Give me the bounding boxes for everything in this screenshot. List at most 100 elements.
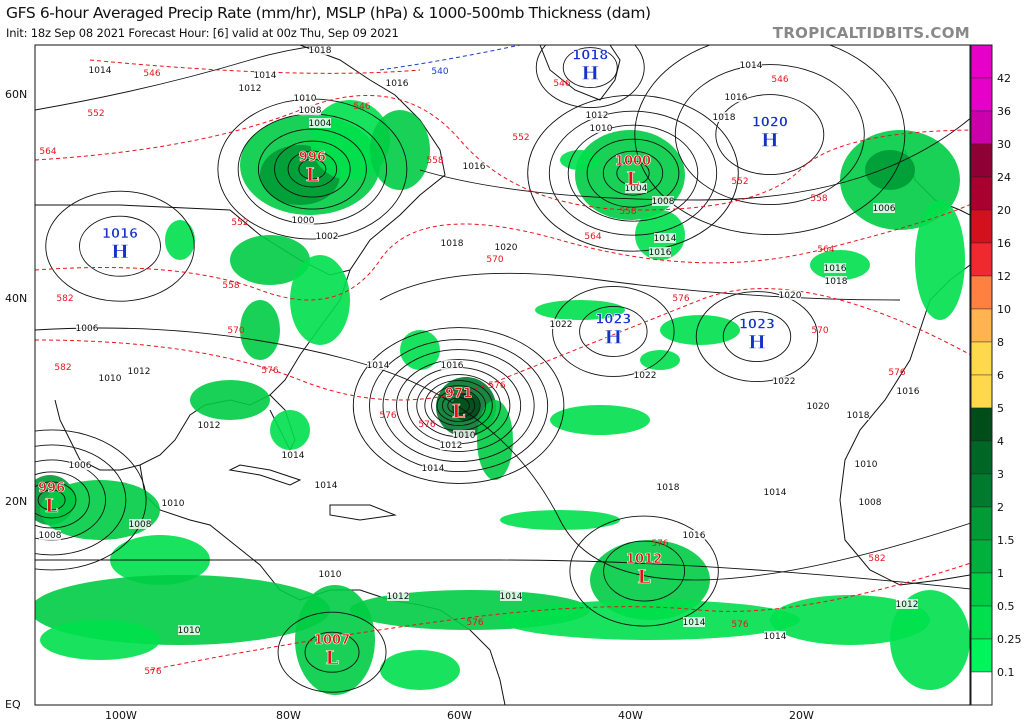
isobar-label: 1008 [652, 197, 675, 207]
isobar [441, 393, 476, 419]
isobar-label: 1008 [299, 106, 322, 116]
isobar-label: 1012 [128, 367, 151, 377]
isobar [35, 429, 147, 571]
isobar [257, 128, 367, 210]
colorbar-swatch [970, 374, 993, 409]
thickness-line [89, 59, 421, 74]
precip-area [660, 315, 740, 345]
thickness-label: 564 [39, 147, 56, 157]
low-pressure-marker: L [637, 566, 650, 588]
isobar [352, 327, 565, 485]
colorbar-swatch [970, 473, 993, 508]
precip-area [500, 600, 800, 640]
lon-label: 40W [618, 709, 643, 722]
thickness-label: 576 [379, 411, 396, 421]
colorbar-swatch [970, 308, 993, 343]
precip-area [560, 150, 600, 170]
colorbar-label: 30 [997, 138, 1011, 151]
thickness-label: 582 [868, 554, 885, 564]
colorbar-label: 8 [997, 336, 1004, 349]
isobars [35, 45, 970, 693]
precip-area [535, 300, 625, 320]
isobar-label: 1016 [463, 162, 486, 172]
precip-area [165, 220, 195, 260]
isobar-label: 1008 [859, 498, 882, 508]
precip-area [290, 255, 350, 345]
low-pressure-marker: L [325, 647, 338, 669]
isobar [715, 94, 825, 176]
isobar-label: 1022 [773, 377, 796, 387]
isobar-label: 1014 [500, 592, 523, 602]
isobar-label: 1010 [162, 499, 185, 509]
isobar-label: 1004 [625, 184, 648, 194]
isobar [396, 359, 522, 453]
thickness-label: 570 [227, 326, 244, 336]
isobar-label: 1002 [316, 232, 339, 242]
precip-area [770, 595, 930, 645]
isobar [552, 286, 675, 377]
isobar [304, 631, 360, 673]
thickness-label: 576 [418, 420, 435, 430]
isobar-label: 1012 [440, 441, 463, 451]
pressure-value: 996 [38, 481, 65, 496]
isobar [35, 559, 970, 590]
pressure-value: 1020 [752, 116, 788, 131]
isobar-label: 1018 [825, 277, 848, 287]
precip-area [915, 200, 965, 320]
isobar [274, 140, 351, 198]
isobar-label: 1006 [69, 461, 92, 471]
precip-area [590, 540, 710, 620]
isobar [379, 272, 901, 301]
map-title: GFS 6-hour Averaged Precip Rate (mm/hr),… [6, 4, 651, 22]
colorbar-label: 12 [997, 270, 1011, 283]
isobar-label: 1014 [422, 464, 445, 474]
high-pressure-marker: H [111, 241, 129, 263]
isobar-label: 1012 [239, 84, 262, 94]
precip-area [890, 590, 970, 690]
isobar [298, 158, 327, 180]
isobar-label: 1016 [683, 531, 706, 541]
low-pressure-marker: L [626, 168, 639, 190]
isobar-label: 1008 [129, 520, 152, 530]
isobar-label: 1016 [725, 93, 748, 103]
isobar-label: 1018 [441, 239, 464, 249]
isobar-label: 1014 [89, 66, 112, 76]
isobar-label: 1016 [386, 79, 409, 89]
isobar-label: 1018 [309, 46, 332, 56]
colorbar-label: 6 [997, 369, 1004, 382]
thickness-label: 576 [888, 368, 905, 378]
isobar-label: 1014 [764, 488, 787, 498]
precip-area [380, 650, 460, 690]
colorbar-label: 0.1 [997, 666, 1015, 679]
thickness-line [35, 94, 970, 211]
lon-label: 80W [276, 709, 301, 722]
colorbar-label: 16 [997, 237, 1011, 250]
colorbar-swatch [970, 110, 993, 145]
isobar [603, 540, 686, 602]
isobar [562, 47, 618, 89]
pressure-value: 1012 [626, 552, 662, 567]
lon-label: 20W [789, 709, 814, 722]
isobar-label: 1010 [855, 460, 878, 470]
isobar [45, 190, 195, 302]
thickness-label: 540 [431, 67, 448, 77]
pressure-value: 1007 [314, 633, 350, 648]
isobar [535, 45, 645, 109]
thickness-label: 582 [56, 294, 73, 304]
isobar [634, 45, 906, 235]
isobar-label: 1008 [39, 531, 62, 541]
thickness-label: 546 [771, 75, 788, 85]
colorbar-label: 0.5 [997, 600, 1015, 613]
colorbar-swatch [970, 143, 993, 178]
colorbar-swatch [970, 506, 993, 541]
colorbar-swatch [970, 605, 993, 640]
high-pressure-marker: H [748, 332, 766, 354]
coastline [35, 45, 446, 276]
isobar [586, 138, 680, 208]
isobar-label: 1010 [99, 374, 122, 384]
thickness-label: 564 [817, 245, 834, 255]
isobar-label: 1020 [779, 291, 802, 301]
isobar-label: 1014 [282, 451, 305, 461]
colorbar-swatch [970, 638, 993, 673]
pressure-value: 971 [445, 387, 472, 402]
